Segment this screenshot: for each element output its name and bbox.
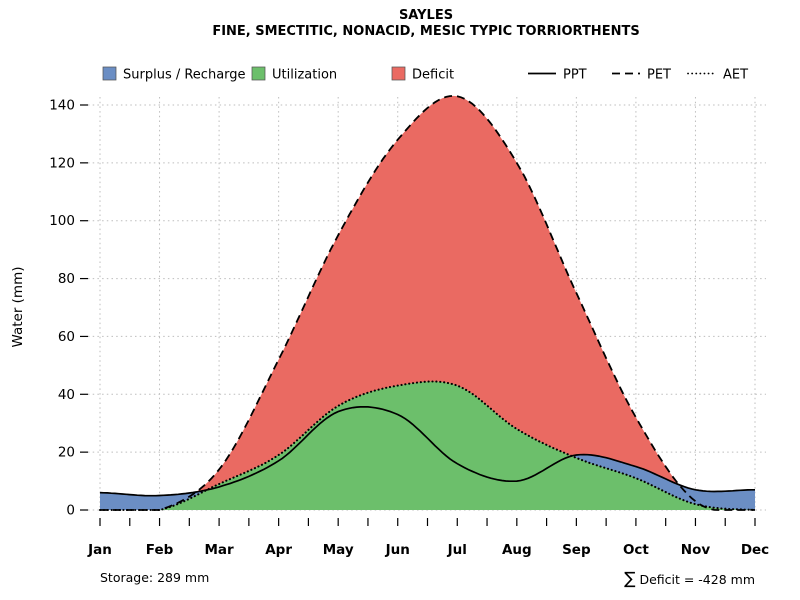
svg-text:Jan: Jan (87, 542, 112, 558)
svg-text:Mar: Mar (204, 542, 234, 558)
legend-swatch-surplus-recharge (102, 66, 117, 81)
legend: Surplus / Recharge Utilization Deficit PPT P… (102, 66, 748, 83)
svg-text:120: 120 (49, 155, 75, 171)
pet-line (100, 94, 756, 511)
svg-text:Apr: Apr (265, 542, 292, 558)
legend-label: Surplus / Recharge (123, 68, 246, 83)
y-axis-labels: 0 20 40 60 80 100 120 140 (49, 98, 75, 519)
svg-text:Sep: Sep (562, 542, 591, 558)
svg-text:40: 40 (58, 387, 75, 403)
svg-text:Dec: Dec (741, 542, 769, 558)
legend-swatch-deficit (391, 66, 406, 81)
svg-text:Oct: Oct (623, 542, 649, 558)
utilization-area (100, 381, 755, 510)
legend-label: Deficit (412, 68, 454, 83)
legend-label: PPT (563, 68, 587, 83)
svg-text:60: 60 (58, 329, 75, 345)
svg-text:0: 0 (66, 503, 75, 519)
chart-subtitle: FINE, SMECTITIC, NONACID, MESIC TYPIC TO… (212, 24, 640, 39)
legend-swatch-utilization (251, 66, 266, 81)
legend-label: AET (723, 68, 748, 83)
svg-text:100: 100 (49, 213, 75, 229)
x-axis-labels: Jan Feb Mar Apr May Jun Jul Aug Sep Oct Nov Dec (87, 542, 769, 558)
aet-line (98, 380, 757, 512)
legend-label: Utilization (272, 68, 337, 83)
svg-text:May: May (323, 542, 354, 558)
svg-text:Feb: Feb (146, 542, 174, 558)
svg-text:Aug: Aug (502, 542, 532, 558)
chart-title: SAYLES (398, 8, 454, 23)
storage-annotation: Storage: 289 mm (100, 570, 210, 585)
svg-text:80: 80 (58, 271, 75, 287)
svg-text:Jul: Jul (447, 542, 467, 558)
deficit-sum-annotation: ∑ Deficit = -428 mm (624, 568, 755, 588)
svg-text:20: 20 (58, 445, 75, 461)
svg-text:Nov: Nov (681, 542, 711, 558)
deficit-area (100, 95, 755, 511)
title-block: SAYLES FINE, SMECTITIC, NONACID, MESIC T… (90, 8, 762, 40)
axis-ticks (80, 104, 756, 526)
legend-label: PET (647, 68, 671, 83)
svg-text:140: 140 (49, 98, 75, 114)
svg-text:Jun: Jun (385, 542, 410, 558)
